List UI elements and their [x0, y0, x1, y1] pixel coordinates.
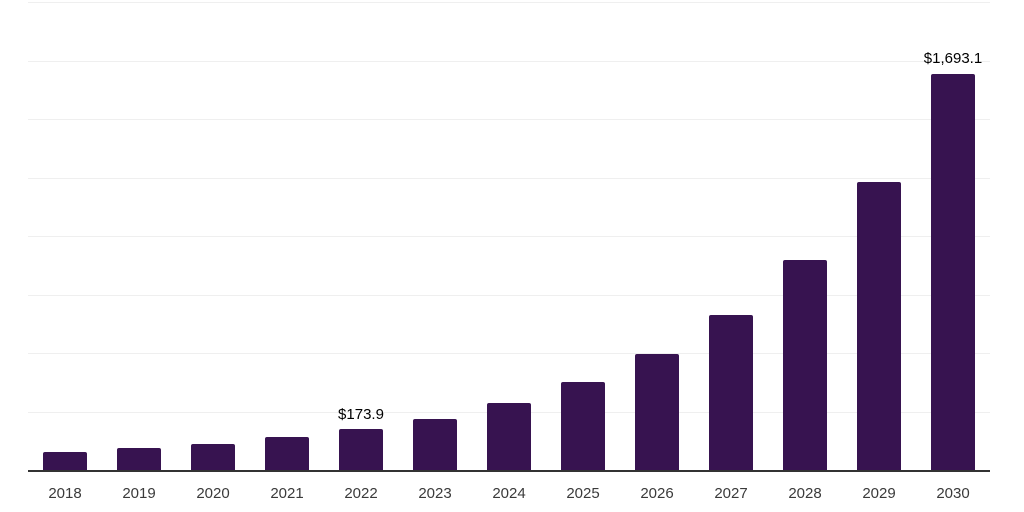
x-tick-label-2023: 2023	[418, 485, 452, 502]
bar-2025	[561, 382, 605, 470]
bar-value-label-2022: $173.9	[338, 405, 384, 423]
x-tick-label-2020: 2020	[196, 485, 230, 502]
x-tick-label-2026: 2026	[640, 485, 674, 502]
bar-column-2023	[398, 2, 472, 470]
bar-column-2030: $1,693.1	[916, 2, 990, 470]
bar-chart-plot-area: $173.9 $1,693.1	[28, 2, 990, 472]
gridline	[28, 353, 990, 354]
x-tick-label-2028: 2028	[788, 485, 822, 502]
bar-2028	[783, 260, 827, 470]
x-tick-label-2029: 2029	[862, 485, 896, 502]
bar-column-2028	[768, 2, 842, 470]
x-tick-label-2019: 2019	[122, 485, 156, 502]
bar-2023	[413, 418, 457, 470]
bar-2030	[931, 73, 975, 470]
bar-2020	[191, 443, 235, 470]
x-tick-label-2021: 2021	[270, 485, 304, 502]
bar-column-2026	[620, 2, 694, 470]
x-tick-label-2030: 2030	[936, 485, 970, 502]
bar-column-2019	[102, 2, 176, 470]
bar-column-2025	[546, 2, 620, 470]
gridline	[28, 60, 990, 62]
bar-2027	[709, 315, 753, 470]
bar-column-2029	[842, 2, 916, 470]
bar-column-2022: $173.9	[324, 2, 398, 470]
bar-column-2018	[28, 2, 102, 470]
bar-column-2027	[694, 2, 768, 470]
bars-layer: $173.9 $1,693.1	[28, 2, 990, 470]
bar-value-label-2030: $1,693.1	[923, 50, 983, 68]
gridline	[28, 119, 990, 120]
gridline	[28, 2, 990, 3]
x-tick-label-2024: 2024	[492, 485, 526, 502]
x-tick-label-2018: 2018	[48, 485, 82, 502]
bar-2029	[857, 182, 901, 470]
bar-2018	[43, 452, 87, 470]
x-tick-label-2025: 2025	[566, 485, 600, 502]
gridline	[28, 294, 990, 296]
x-axis-tick-labels: 2018 2019 2020 2021 2022 2023 2024 2025 2026 2027…	[28, 485, 990, 502]
bar-2024	[487, 402, 531, 470]
bar-2019	[117, 448, 161, 470]
gridline	[28, 177, 990, 179]
x-tick-label-2027: 2027	[714, 485, 748, 502]
x-tick-label-2022: 2022	[344, 485, 378, 502]
bar-column-2021	[250, 2, 324, 470]
bar-2026	[635, 354, 679, 470]
bar-column-2024	[472, 2, 546, 470]
bar-2021	[265, 437, 309, 470]
bar-2022	[339, 429, 383, 470]
gridline	[28, 236, 990, 237]
bar-column-2020	[176, 2, 250, 470]
